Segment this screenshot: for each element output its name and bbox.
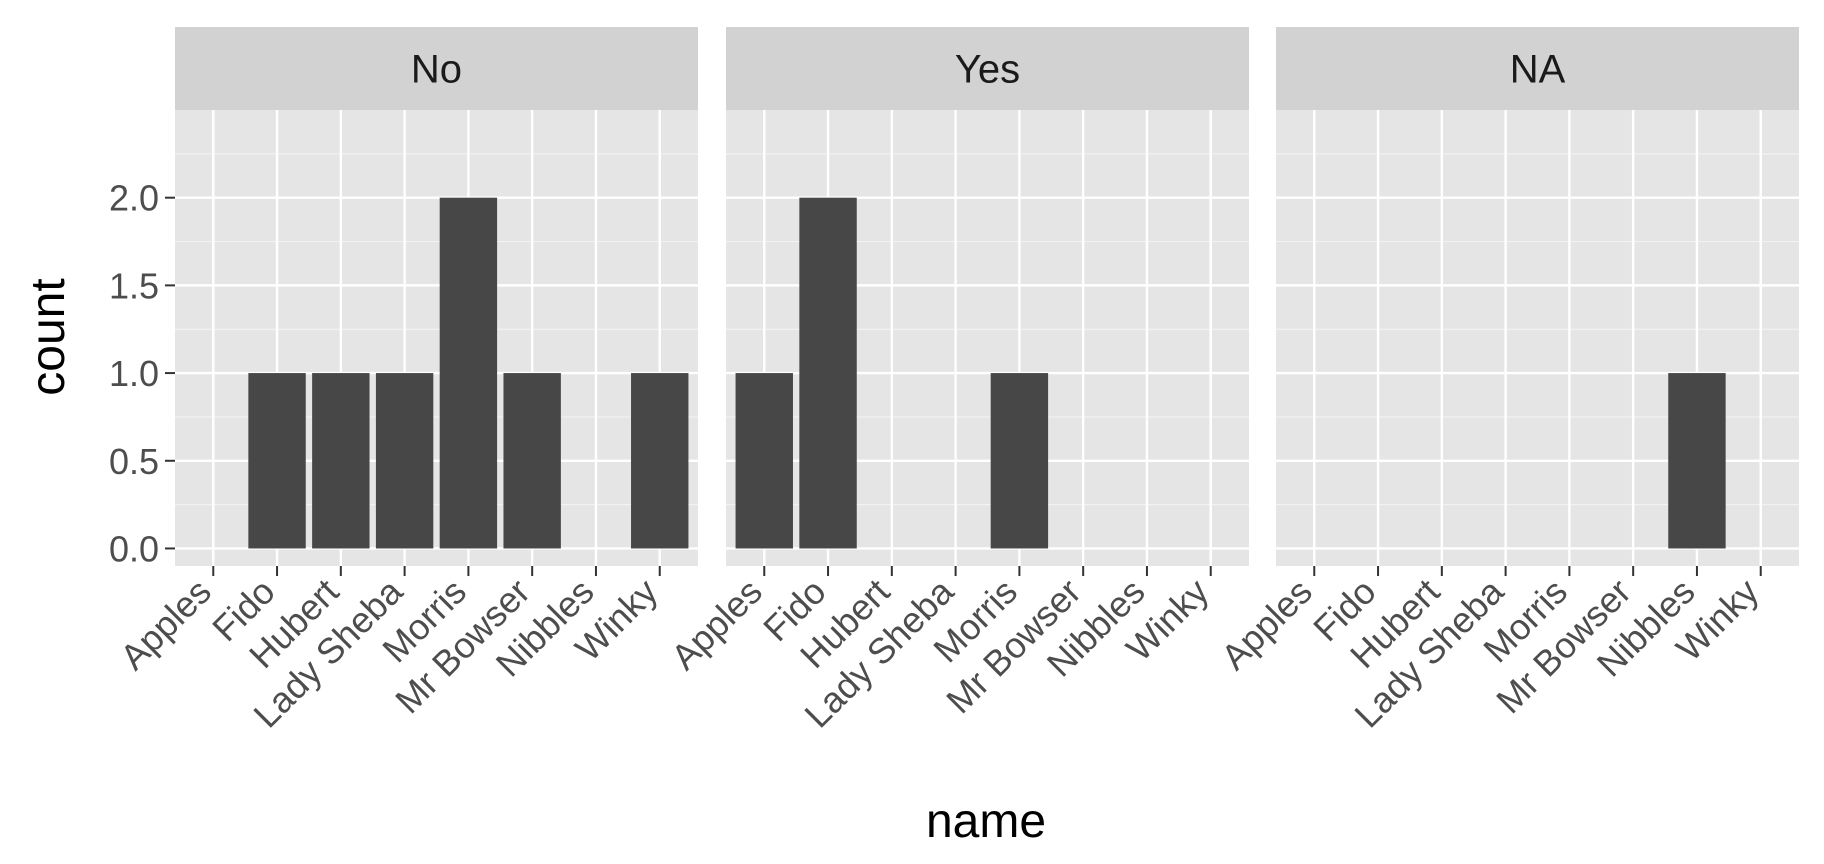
y-tick-label-1: 0.5 — [109, 441, 159, 482]
y-axis-title: count — [22, 278, 75, 395]
y-tick-label-4: 2.0 — [109, 178, 159, 219]
bar-2-6 — [1668, 373, 1726, 549]
x-tick-label-1-0: Apples — [663, 571, 770, 678]
facet-strip-0 — [175, 27, 698, 110]
facet-strip-label-1: Yes — [955, 48, 1020, 92]
facet-strip-label-2: NA — [1510, 48, 1566, 92]
bar-0-3 — [375, 373, 434, 549]
facet-strip-label-0: No — [411, 48, 462, 92]
bar-0-1 — [248, 373, 306, 549]
y-tick-label-3: 1.5 — [109, 265, 159, 306]
facet-strip-2 — [1276, 27, 1799, 110]
x-axis-title: name — [926, 795, 1046, 848]
x-tick-label-2-0: Apples — [1213, 571, 1320, 678]
y-tick-label-0: 0.0 — [109, 528, 159, 569]
bar-1-4 — [990, 373, 1049, 549]
facet-strip-1 — [726, 27, 1249, 110]
bar-1-0 — [735, 373, 793, 549]
y-tick-label-2: 1.0 — [109, 353, 159, 394]
bar-0-7 — [631, 373, 689, 549]
bar-0-5 — [503, 373, 561, 549]
bar-0-2 — [312, 373, 370, 549]
bar-1-1 — [799, 197, 857, 549]
x-tick-label-0-0: Apples — [112, 571, 219, 678]
bar-0-4 — [439, 197, 498, 549]
